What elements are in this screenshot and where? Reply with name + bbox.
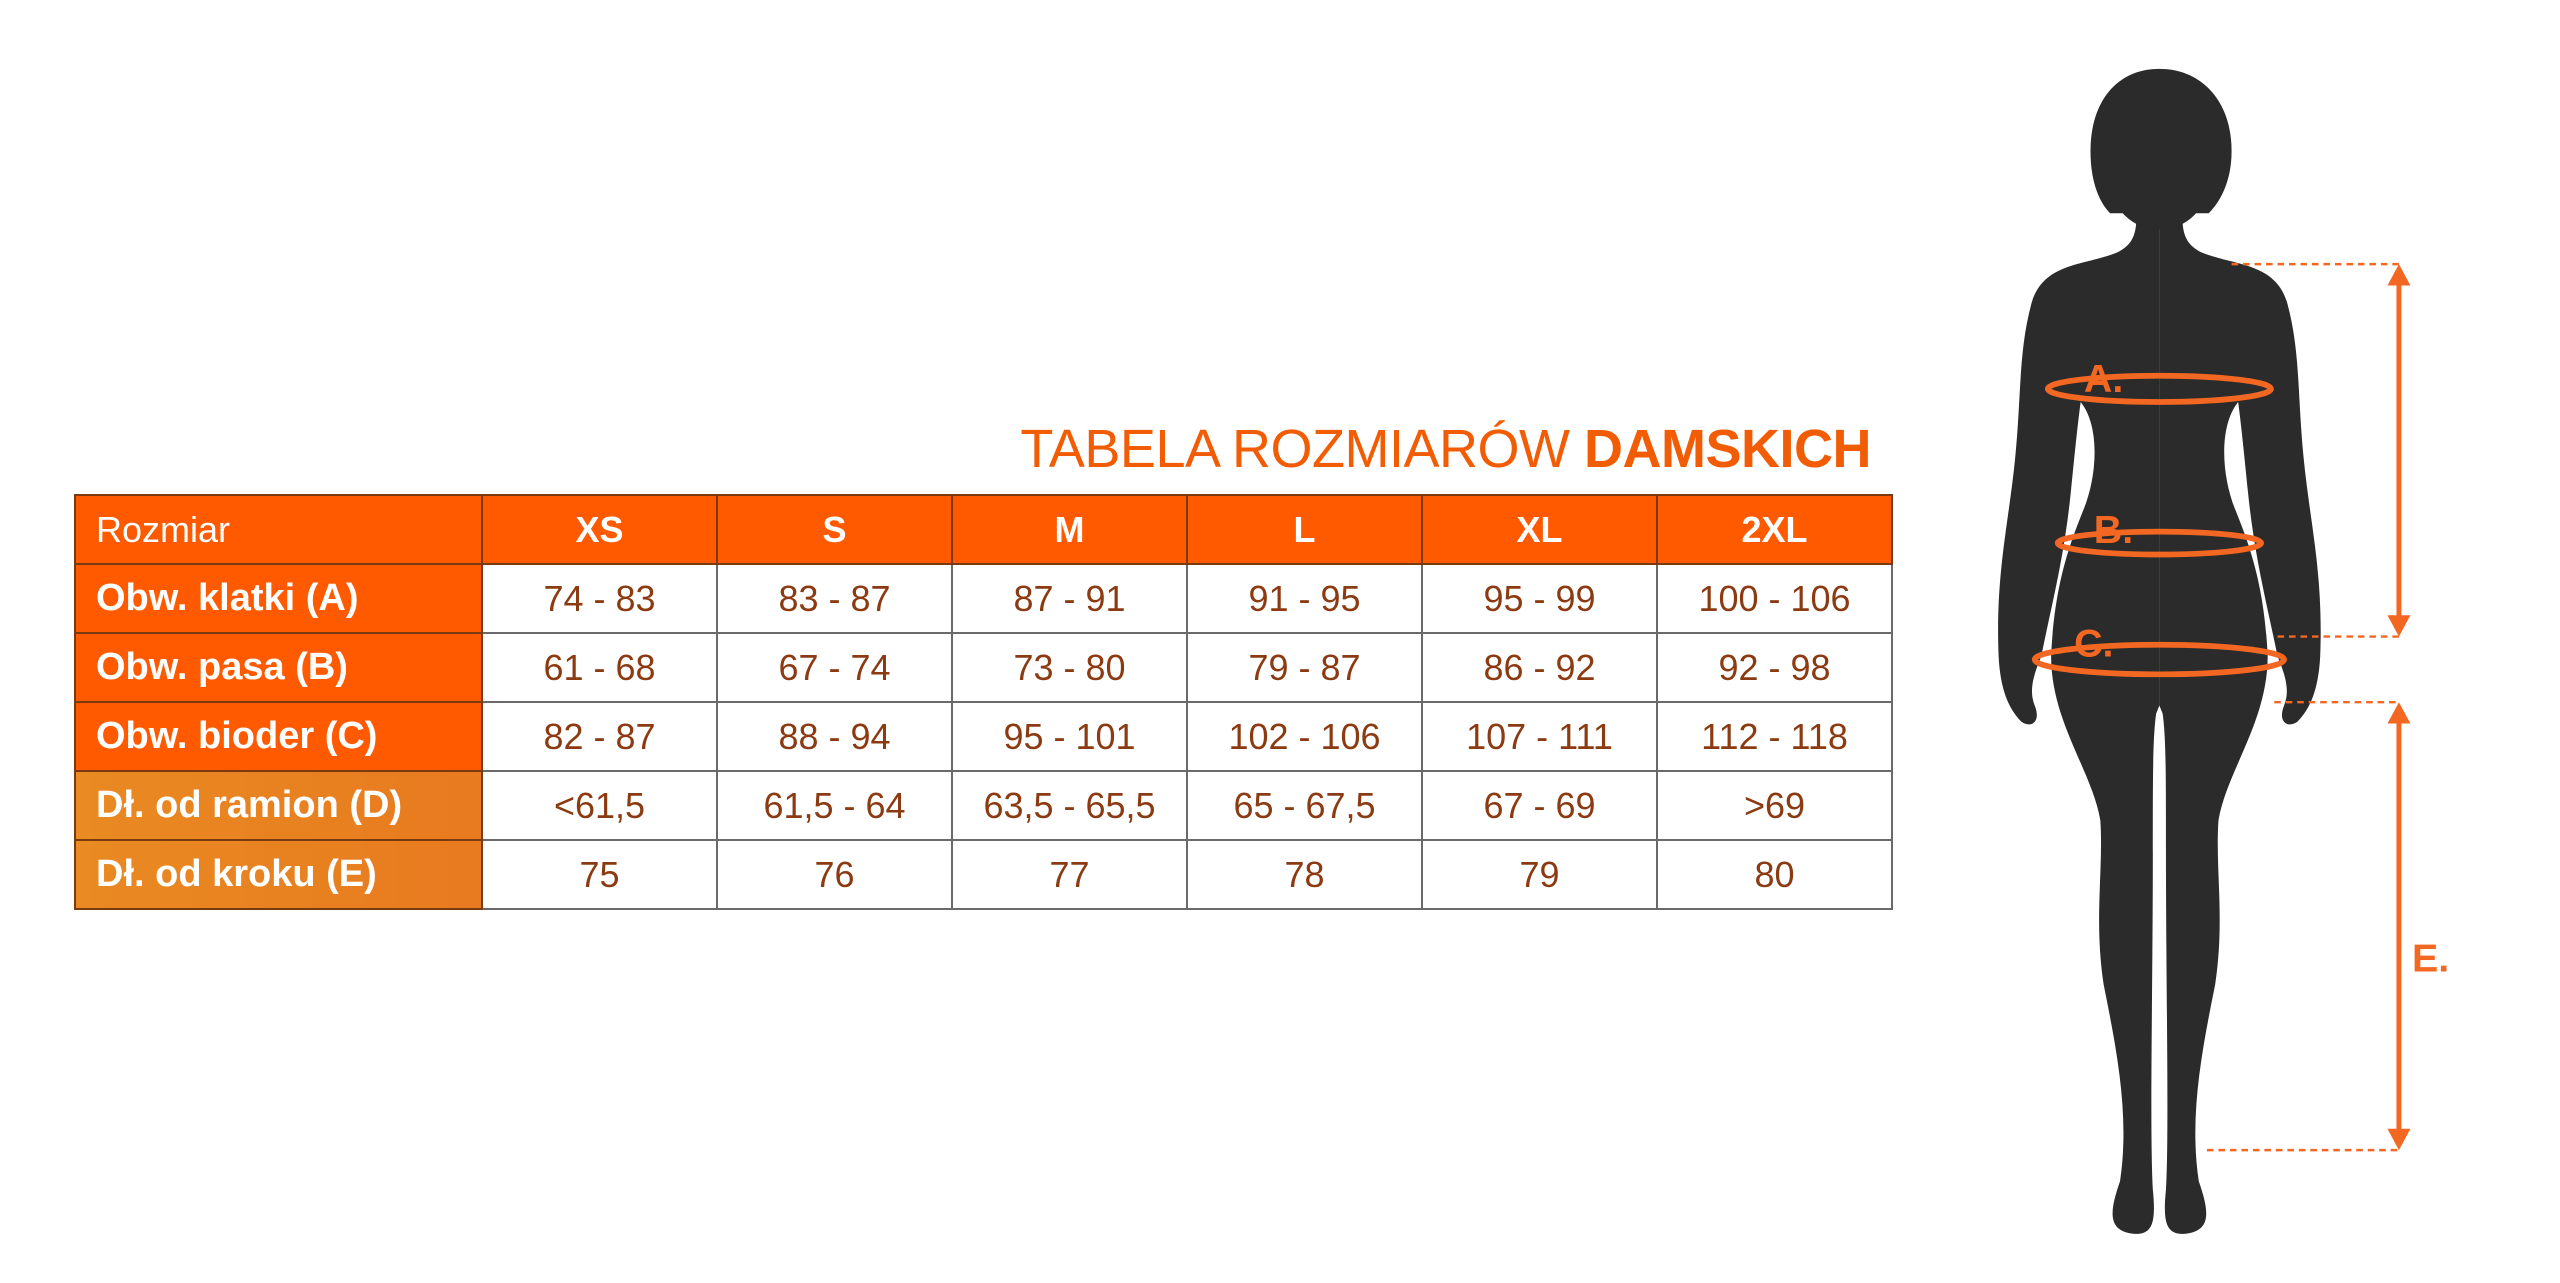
row-label: Dł. od ramion (D) bbox=[74, 770, 483, 841]
title-bold: DAMSKICH bbox=[1584, 419, 1872, 479]
table-cell: <61,5 bbox=[481, 770, 718, 841]
ring-b bbox=[2054, 528, 2264, 558]
table-cell: 86 - 92 bbox=[1421, 632, 1658, 703]
table-cell: 79 bbox=[1421, 839, 1658, 910]
label-b: B. bbox=[2094, 508, 2133, 552]
table-row: Obw. bioder (C) 82 - 87 88 - 94 95 - 101 102… bbox=[74, 701, 1893, 772]
table-cell: 73 - 80 bbox=[951, 632, 1188, 703]
table-cell: 102 - 106 bbox=[1186, 701, 1423, 772]
size-table: Rozmiar XS S M L XL 2XL Obw. klatki (A) 74 - 8… bbox=[74, 494, 1893, 910]
table-cell: 77 bbox=[951, 839, 1188, 910]
table-cell: 95 - 99 bbox=[1421, 563, 1658, 634]
table-cell: >69 bbox=[1656, 770, 1893, 841]
label-e: E. bbox=[2412, 936, 2449, 980]
table-cell: 91 - 95 bbox=[1186, 563, 1423, 634]
size-header-m: M bbox=[951, 494, 1188, 565]
label-a: A. bbox=[2084, 357, 2123, 401]
table-cell: 61 - 68 bbox=[481, 632, 718, 703]
table-cell: 75 bbox=[481, 839, 718, 910]
size-header-l: L bbox=[1186, 494, 1423, 565]
ring-c bbox=[2031, 641, 2287, 678]
title-regular: TABELA ROZMIARÓW bbox=[1020, 419, 1570, 479]
table-cell: 79 - 87 bbox=[1186, 632, 1423, 703]
size-header-2xl: 2XL bbox=[1656, 494, 1893, 565]
table-cell: 112 - 118 bbox=[1656, 701, 1893, 772]
table-row: Obw. pasa (B) 61 - 68 67 - 74 73 - 80 79 - 8… bbox=[74, 632, 1893, 703]
woman-silhouette bbox=[1998, 68, 2321, 1234]
table-cell: 83 - 87 bbox=[716, 563, 953, 634]
row-label: Dł. od kroku (E) bbox=[74, 839, 483, 910]
ring-a bbox=[2044, 372, 2274, 405]
table-cell: 78 bbox=[1186, 839, 1423, 910]
table-cell: 67 - 74 bbox=[716, 632, 953, 703]
header-label: Rozmiar bbox=[74, 494, 483, 565]
table-cell: 100 - 106 bbox=[1656, 563, 1893, 634]
label-c: C. bbox=[2074, 621, 2113, 665]
page-title: TABELA ROZMIARÓW DAMSKICH bbox=[1020, 418, 1871, 480]
table-cell: 88 - 94 bbox=[716, 701, 953, 772]
size-header-s: S bbox=[716, 494, 953, 565]
size-header-xs: XS bbox=[481, 494, 718, 565]
table-cell: 87 - 91 bbox=[951, 563, 1188, 634]
table-row: Obw. klatki (A) 74 - 83 83 - 87 87 - 91 91 -… bbox=[74, 563, 1893, 634]
table-cell: 92 - 98 bbox=[1656, 632, 1893, 703]
table-cell: 95 - 101 bbox=[951, 701, 1188, 772]
size-header-xl: XL bbox=[1421, 494, 1658, 565]
table-cell: 61,5 - 64 bbox=[716, 770, 953, 841]
table-cell: 65 - 67,5 bbox=[1186, 770, 1423, 841]
table-header-row: Rozmiar XS S M L XL 2XL bbox=[74, 494, 1893, 565]
table-cell: 80 bbox=[1656, 839, 1893, 910]
row-label: Obw. pasa (B) bbox=[74, 632, 483, 703]
table-row: Dł. od kroku (E) 75 76 77 78 79 80 bbox=[74, 839, 1893, 910]
table-cell: 74 - 83 bbox=[481, 563, 718, 634]
table-row: Dł. od ramion (D) <61,5 61,5 - 64 63,5 - 65… bbox=[74, 770, 1893, 841]
table-cell: 67 - 69 bbox=[1421, 770, 1658, 841]
table-cell: 76 bbox=[716, 839, 953, 910]
table-cell: 82 - 87 bbox=[481, 701, 718, 772]
row-label: Obw. bioder (C) bbox=[74, 701, 483, 772]
row-label: Obw. klatki (A) bbox=[74, 563, 483, 634]
table-cell: 107 - 111 bbox=[1421, 701, 1658, 772]
table-cell: 63,5 - 65,5 bbox=[951, 770, 1188, 841]
